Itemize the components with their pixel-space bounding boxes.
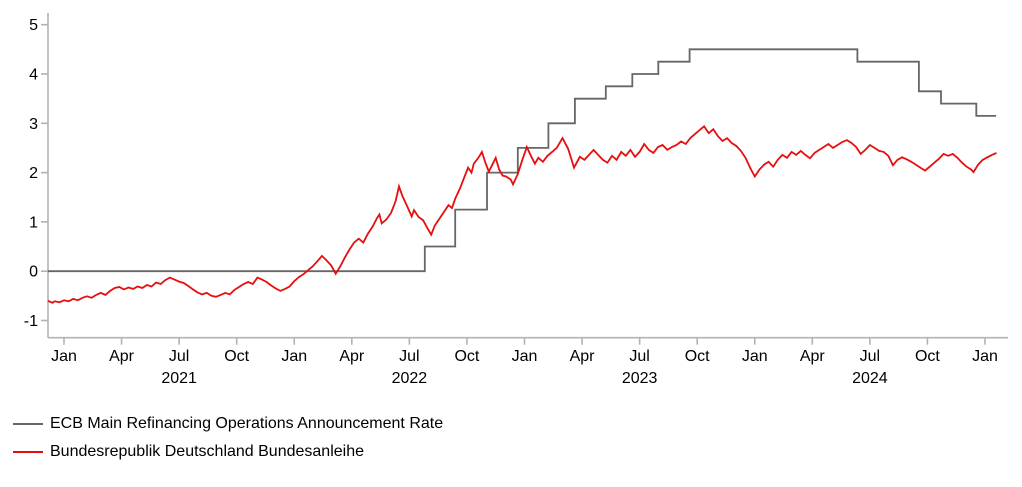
legend-label-bund: Bundesrepublik Deutschland Bundesanleihe	[50, 443, 364, 460]
bund-line-swatch	[13, 451, 43, 453]
x-tick-label: Jan	[972, 348, 998, 365]
legend-item-bund: Bundesrepublik Deutschland Bundesanleihe	[13, 438, 443, 466]
x-tick-label: Jul	[860, 348, 880, 365]
x-year-label: 2022	[392, 370, 428, 387]
x-tick-label: Apr	[570, 348, 596, 365]
y-tick-label: -1	[24, 313, 38, 330]
y-tick-label: 5	[29, 17, 38, 34]
x-tick-label: Oct	[224, 348, 249, 365]
x-tick-label: Apr	[109, 348, 135, 365]
y-tick-label: 1	[29, 214, 38, 231]
x-tick-label: Apr	[339, 348, 365, 365]
legend-item-ecb-rate: ECB Main Refinancing Operations Announce…	[13, 410, 443, 438]
x-tick-label: Jul	[399, 348, 419, 365]
y-tick-label: 4	[29, 67, 38, 84]
y-tick-label: 2	[29, 165, 38, 182]
x-tick-label: Jan	[742, 348, 768, 365]
x-tick-label: Oct	[685, 348, 710, 365]
x-tick-label: Apr	[800, 348, 826, 365]
x-tick-label: Jul	[169, 348, 189, 365]
y-tick-label: 3	[29, 116, 38, 133]
x-tick-label: Jul	[629, 348, 649, 365]
y-tick-label: 0	[29, 264, 38, 281]
x-tick-label: Oct	[915, 348, 940, 365]
legend-label-ecb-rate: ECB Main Refinancing Operations Announce…	[50, 415, 444, 432]
bund-yield-line	[47, 124, 997, 304]
x-tick-label: Jan	[512, 348, 538, 365]
x-tick-label: Oct	[454, 348, 479, 365]
x-tick-label: Jan	[281, 348, 307, 365]
x-year-label: 2021	[161, 370, 197, 387]
ecb-rate-line-swatch	[13, 423, 43, 425]
ecb-rate-step-line	[47, 48, 997, 273]
x-year-label: 2023	[622, 370, 658, 387]
x-year-label: 2024	[852, 370, 888, 387]
legend: ECB Main Refinancing Operations Announce…	[13, 410, 443, 466]
x-tick-label: Jan	[51, 348, 77, 365]
